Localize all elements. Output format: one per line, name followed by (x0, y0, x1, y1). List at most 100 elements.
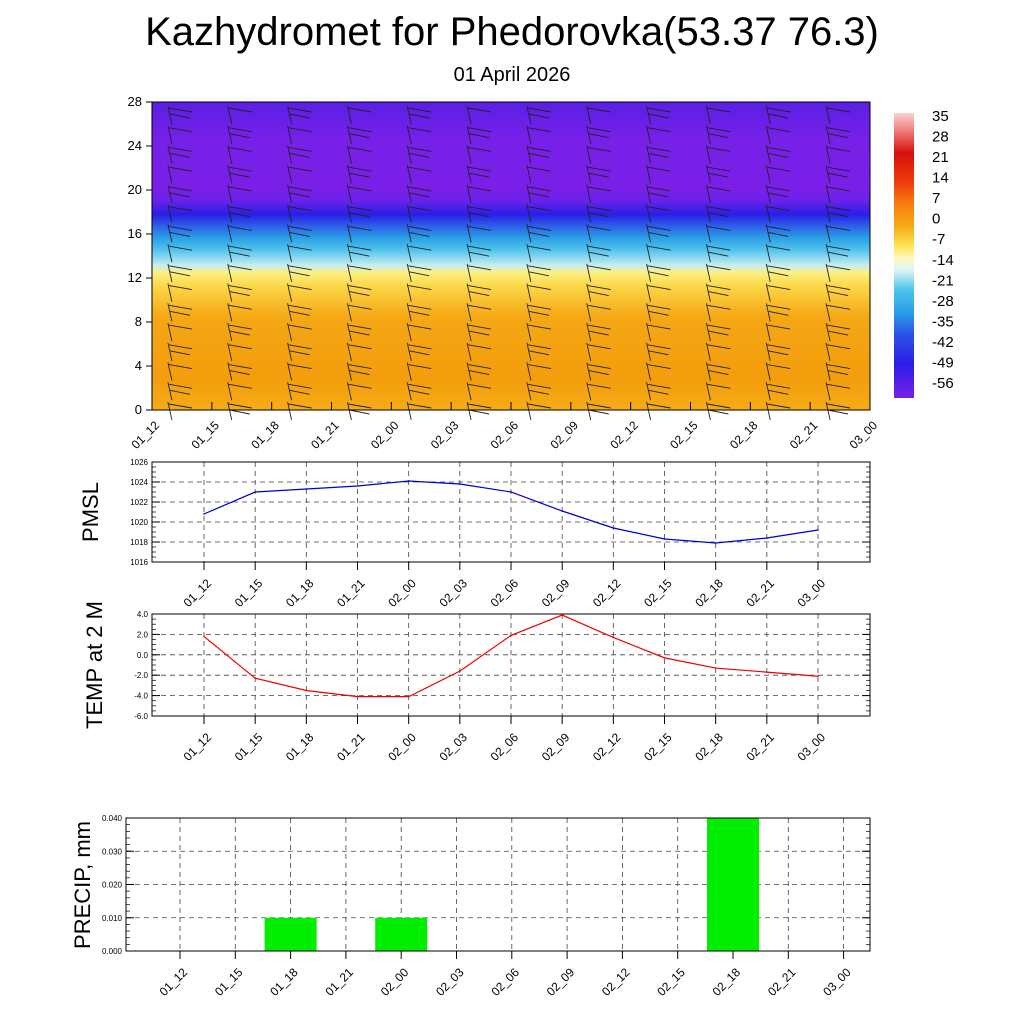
wind-barb-shaft (705, 362, 711, 381)
wind-barb-shaft (825, 382, 831, 401)
wind-barb-flag (168, 403, 192, 409)
wind-barb-flag (528, 153, 550, 158)
wind-barb-flag (767, 383, 791, 389)
profile-xtick-label: 02_12 (607, 418, 641, 452)
wind-barb-flag (528, 113, 550, 119)
wind-barb (825, 382, 851, 401)
wind-barb (586, 382, 611, 401)
wind-barb-flag (527, 344, 551, 350)
wind-barb-flag (228, 403, 252, 409)
wind-barb-flag (527, 127, 551, 133)
profile-xtick-label: 02_00 (368, 418, 402, 452)
wind-barb-flag (527, 206, 551, 212)
wind-barb-shaft (227, 382, 233, 401)
profile-xtick-label: 01_18 (248, 418, 282, 452)
profile-ytick-label: 16 (128, 226, 142, 241)
wind-barb-flag (229, 172, 250, 178)
precip-ylabel: PRECIP, mm (70, 821, 95, 949)
ytick-label: 0.030 (102, 847, 123, 856)
profile-ytick-label: 0 (135, 402, 142, 417)
wind-barb (825, 184, 851, 204)
wind-barb-shaft (825, 322, 831, 342)
wind-barb-shaft (287, 165, 293, 184)
wind-barb-shaft (346, 184, 352, 204)
wind-barb-flag (587, 147, 611, 152)
wind-barb (167, 125, 192, 144)
wind-barb-shaft (825, 145, 831, 164)
wind-barb (526, 382, 551, 401)
wind-barb (705, 263, 731, 282)
wind-barb-flag (468, 403, 492, 409)
wind-barb-flag (648, 192, 669, 198)
wind-barb-flag (528, 350, 550, 356)
wind-barb-shaft (825, 342, 831, 361)
wind-barb-shaft (406, 263, 412, 282)
wind-barb-shaft (167, 322, 173, 342)
wind-barb (287, 244, 312, 263)
wind-barb-shaft (526, 224, 532, 243)
xtick-label: 01_15 (232, 730, 266, 764)
wind-barb-shaft (167, 105, 173, 125)
wind-barb-shaft (227, 105, 233, 125)
wind-barb (705, 382, 731, 401)
colorbar: 35 28 21 14 7 0 -7 -14 -21 -28 -35 -42 -49 -56 (894, 108, 954, 398)
wind-barb-flag (408, 107, 432, 113)
wind-barb-flag (349, 370, 370, 375)
xtick-label: 01_12 (181, 730, 215, 764)
wind-barb-flag (527, 285, 551, 291)
wind-barb (466, 165, 492, 184)
wind-barb-shaft (406, 204, 412, 223)
xtick-label: 01_18 (267, 965, 301, 999)
wind-barb (167, 204, 192, 223)
wind-barb-flag (768, 350, 789, 356)
ytick-label: 0.040 (102, 814, 123, 823)
wind-barb (227, 401, 252, 421)
wind-barb-flag (409, 271, 430, 277)
chart-title: Kazhydromet for Phedorovka(53.37 76.3) (145, 10, 879, 54)
wind-barb-shaft (406, 322, 412, 342)
wind-barb (346, 283, 372, 302)
wind-barb-shaft (825, 204, 831, 223)
wind-barb (406, 322, 432, 342)
wind-barb-flag (767, 147, 791, 152)
wind-barb-shaft (526, 244, 532, 263)
wind-barb (287, 362, 312, 381)
wind-barb (466, 322, 492, 342)
wind-barb-shaft (646, 105, 652, 125)
wind-barb-flag (349, 251, 370, 257)
wind-barb-shaft (406, 342, 412, 361)
wind-barb-shaft (825, 105, 831, 125)
wind-barb (466, 342, 492, 361)
wind-barb (167, 165, 192, 184)
wind-barb-flag (289, 350, 310, 356)
wind-barb-flag (527, 225, 551, 231)
wind-barb-shaft (705, 105, 711, 125)
wind-barb-shaft (406, 184, 412, 204)
temp-ylabel: TEMP at 2 M (82, 601, 107, 729)
wind-barb (167, 362, 192, 381)
wind-barb (406, 303, 432, 322)
wind-barb (406, 342, 432, 361)
wind-barb (705, 283, 731, 302)
wind-barb (346, 263, 372, 282)
wind-barb (466, 204, 492, 223)
wind-barb (646, 204, 671, 223)
wind-barb (765, 165, 791, 184)
wind-barb-shaft (705, 401, 711, 421)
wind-barb-flag (228, 304, 252, 310)
pmsl-axes: 1016 1018 1020 1022 1024 1026 01_12 01_15 01_18 0… (130, 458, 870, 610)
wind-barb-shaft (825, 244, 831, 263)
wind-barb (825, 204, 851, 223)
xtick-label: 02_15 (641, 576, 675, 610)
wind-barb-shaft (586, 322, 592, 342)
ytick-label: 0.0 (137, 651, 149, 660)
xtick-label: 02_06 (488, 576, 522, 610)
wind-barb-shaft (406, 244, 412, 263)
wind-barb-flag (768, 192, 789, 198)
wind-barb-flag (768, 113, 789, 119)
wind-barb (227, 125, 252, 144)
wind-barb-shaft (167, 382, 173, 401)
wind-barb-flag (468, 291, 490, 297)
wind-barb-flag (348, 324, 372, 330)
wind-barb-flag (707, 265, 731, 271)
